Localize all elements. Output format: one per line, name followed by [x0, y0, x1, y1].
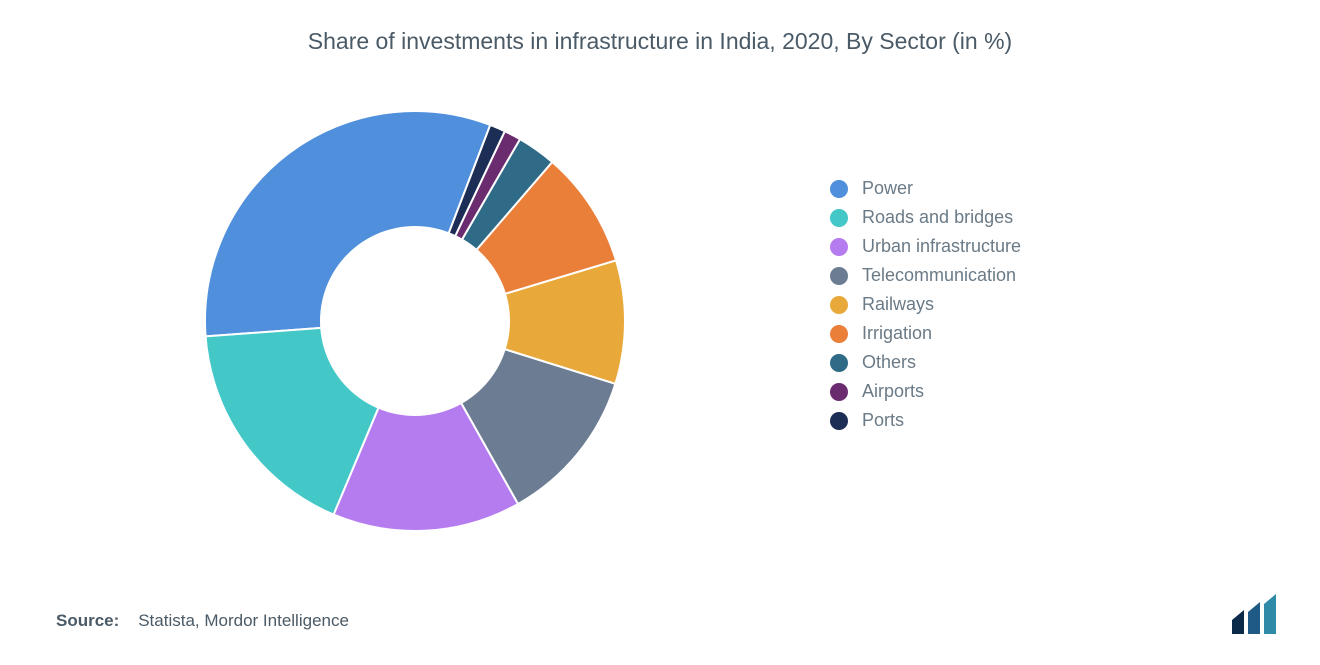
legend-label: Power: [862, 178, 913, 199]
legend-swatch-icon: [830, 180, 848, 198]
legend-label: Telecommunication: [862, 265, 1016, 286]
legend-item: Power: [830, 178, 1021, 199]
source-attribution: Source: Statista, Mordor Intelligence: [56, 611, 349, 631]
logo-bar-icon: [1248, 602, 1260, 634]
legend-label: Ports: [862, 410, 904, 431]
legend-label: Urban infrastructure: [862, 236, 1021, 257]
legend-swatch-icon: [830, 354, 848, 372]
legend-label: Roads and bridges: [862, 207, 1013, 228]
legend-item: Railways: [830, 294, 1021, 315]
legend-label: Others: [862, 352, 916, 373]
legend-swatch-icon: [830, 383, 848, 401]
legend-item: Roads and bridges: [830, 207, 1021, 228]
source-text: Statista, Mordor Intelligence: [138, 611, 349, 630]
legend-swatch-icon: [830, 209, 848, 227]
legend-item: Irrigation: [830, 323, 1021, 344]
legend-item: Urban infrastructure: [830, 236, 1021, 257]
legend-item: Telecommunication: [830, 265, 1021, 286]
legend-item: Ports: [830, 410, 1021, 431]
chart-legend: Power Roads and bridges Urban infrastructu…: [830, 178, 1021, 431]
legend-swatch-icon: [830, 412, 848, 430]
legend-swatch-icon: [830, 238, 848, 256]
source-label: Source:: [56, 611, 119, 630]
legend-swatch-icon: [830, 296, 848, 314]
brand-logo-icon: [1230, 590, 1288, 639]
donut-hole: [320, 226, 510, 416]
legend-label: Airports: [862, 381, 924, 402]
legend-item: Airports: [830, 381, 1021, 402]
legend-swatch-icon: [830, 267, 848, 285]
chart-title: Share of investments in infrastructure i…: [0, 28, 1320, 55]
donut-chart: [190, 96, 640, 546]
legend-label: Irrigation: [862, 323, 932, 344]
legend-label: Railways: [862, 294, 934, 315]
legend-swatch-icon: [830, 325, 848, 343]
logo-bar-icon: [1232, 610, 1244, 634]
logo-bar-icon: [1264, 594, 1276, 634]
legend-item: Others: [830, 352, 1021, 373]
